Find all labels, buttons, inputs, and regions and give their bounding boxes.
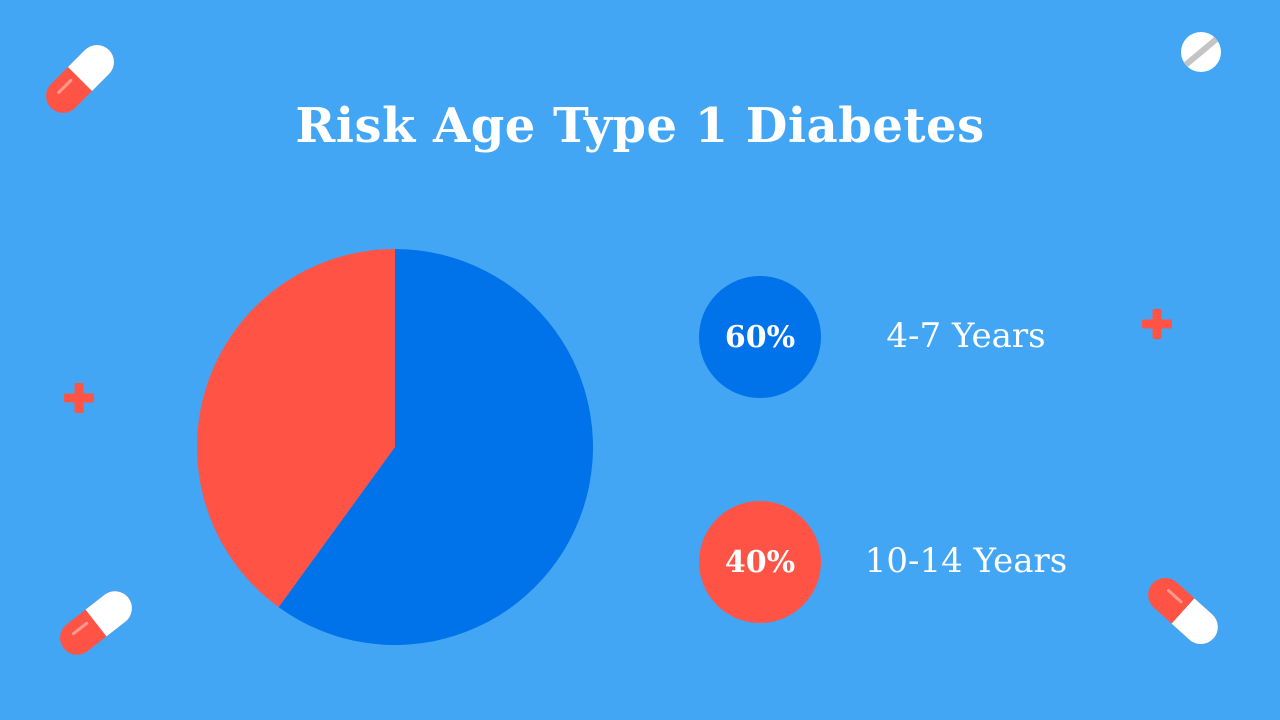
pie-slice-2 [197, 249, 395, 608]
slice-2-value-badge: 40% [699, 501, 821, 623]
capsule-pill-icon [46, 45, 114, 113]
medical-cross-icon [1142, 309, 1172, 339]
capsule-pill-icon [1148, 577, 1218, 645]
medical-cross-icon [64, 383, 94, 413]
slice-1-value-badge: 60% [699, 276, 821, 398]
pie-slice-1 [278, 249, 594, 645]
legend-label-1: 4-7 Years [886, 316, 1046, 356]
round-tablet-icon [1181, 32, 1221, 72]
chart-title: Risk Age Type 1 Diabetes [295, 98, 985, 154]
slice-2-value-label: 40% [724, 544, 796, 580]
legend-label-2: 10-14 Years [864, 541, 1068, 581]
capsule-pill-icon [60, 591, 132, 655]
slice-1-value-label: 60% [724, 319, 796, 355]
